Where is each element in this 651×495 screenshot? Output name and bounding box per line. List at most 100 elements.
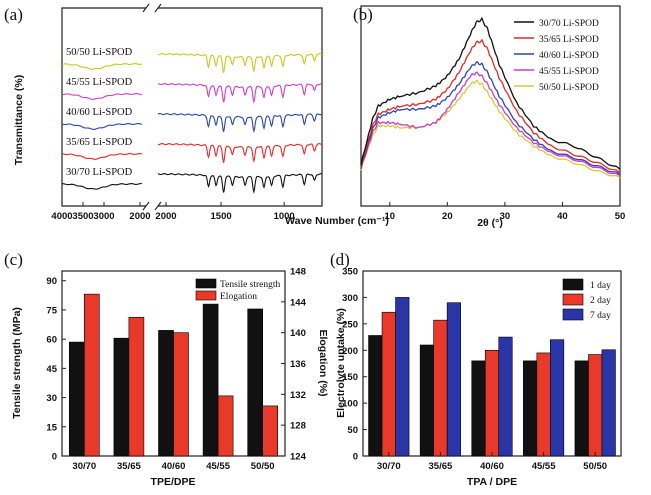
- panel-c-legend-label: Tensile strength: [220, 280, 281, 290]
- panel-c-y2-tick-label: 148: [290, 267, 306, 278]
- panel-d-y-tick-label: 0: [353, 452, 358, 463]
- panel-a-x-tick-label: 3000: [93, 211, 114, 222]
- panel-d-bar-7-day: [601, 349, 616, 457]
- panel-c-x-tick-label: 45/55: [206, 461, 230, 472]
- panel-d-y-ticks: 0 50 100 150 200 250 300 350: [342, 267, 367, 463]
- panel-b-legend-label: 45/55 Li-SPOD: [539, 67, 599, 77]
- panel-d-legend-label: 2 day: [590, 296, 611, 306]
- panel-b-x-tick-label: 50: [615, 211, 626, 222]
- panel-c-x-tick-label: 40/60: [162, 461, 186, 472]
- panel-c-bar-tensile: [113, 337, 130, 457]
- panel-d-legend-swatch: [562, 308, 584, 321]
- panel-c-legend-swatch: [195, 278, 217, 289]
- panel-d-legend-swatch: [562, 293, 584, 306]
- panel-d-x-tick-label: 35/65: [429, 461, 453, 472]
- panel-b-legend-label: 50/50 Li-SPOD: [539, 83, 599, 93]
- panel-c-y2-tick-label: 132: [290, 390, 306, 401]
- panel-d-x-ticks: 30/70 35/65 40/60 45/55 50/50: [377, 452, 607, 472]
- panel-d-bar-2-day: [588, 354, 603, 457]
- panel-a-axis-break-mark: [154, 201, 162, 211]
- panel-c-bar-elongation: [217, 395, 234, 457]
- panel-d-bar-7-day: [498, 336, 513, 457]
- panel-c-y-tick-label: 30: [46, 393, 57, 404]
- panel-c-y2-tick-label: 124: [290, 452, 307, 463]
- panel-d-legend-swatch: [562, 278, 584, 291]
- panel-b: (b) 10 20 30 40 50 30/70 Li-SPOD 35/65 Li-SPO…: [353, 5, 625, 229]
- panel-d-bar-7-day: [395, 297, 410, 457]
- panel-c-legend-swatch: [195, 290, 217, 301]
- panel-a-x-tick-label: 2000: [155, 211, 176, 222]
- panel-d-xlabel: TPA / DPE: [467, 476, 517, 488]
- panel-a-trace-label: 30/70 Li-SPOD: [66, 167, 133, 178]
- panel-a-letter: (a): [4, 5, 23, 24]
- panel-c-bar-tensile: [69, 341, 85, 457]
- panel-b-letter: (b): [353, 5, 373, 24]
- panel-b-x-tick-label: 40: [557, 211, 568, 222]
- panel-a-axis-break-mark: [154, 3, 162, 13]
- panel-c-y2-tick-label: 136: [290, 359, 306, 370]
- panel-c-bar-tensile: [247, 308, 263, 457]
- panel-a-x-tick-label: 1500: [211, 211, 232, 222]
- panel-c-legend: Tensile strength Elogation: [195, 278, 281, 302]
- panel-b-x-tick-label: 20: [442, 211, 453, 222]
- panel-a-trace-left: [62, 183, 142, 190]
- panel-a-trace-left: [61, 153, 142, 160]
- panel-b-legend: 30/70 Li-SPOD 35/65 Li-SPOD 40/60 Li-SPOD 4…: [514, 19, 599, 93]
- panel-c-bar-tensile: [202, 303, 219, 457]
- panel-a-axis-break-mark: [142, 201, 150, 211]
- panel-a-x-tick-label: 2000: [129, 211, 150, 222]
- panel-a-x-ticks: 4000 3500 3000 2000 2000 1500 1000: [51, 202, 295, 222]
- panel-d-y-tick-label: 50: [347, 425, 358, 436]
- panel-a-x-tick-label: 3500: [72, 211, 93, 222]
- panel-c-bar-tensile: [158, 330, 174, 457]
- panel-c-letter: (c): [4, 250, 23, 269]
- panel-c-y-tick-label: 15: [46, 422, 57, 433]
- panel-d-bar-7-day: [550, 339, 565, 457]
- panel-d-bar-2-day: [536, 352, 551, 457]
- panel-a-trace-label: 40/60 Li-SPOD: [66, 107, 133, 118]
- panel-a-trace-right: [157, 173, 323, 194]
- panel-d-y-tick-label: 200: [342, 346, 358, 357]
- panel-a-trace-left: [61, 123, 142, 130]
- panel-b-legend-label: 30/70 Li-SPOD: [539, 19, 599, 29]
- panel-b-x-ticks: 10 20 30 40 50: [384, 202, 625, 222]
- panel-c-bar-elongation: [262, 405, 279, 457]
- panel-c-y-ticks: 0 15 30 45 60 75 90: [46, 276, 66, 463]
- panel-b-x-tick-label: 10: [384, 211, 395, 222]
- panel-c-bar-elongation: [128, 316, 145, 457]
- panel-d-bar-1-day: [368, 335, 383, 457]
- panel-c-xlabel: TPE/DPE: [151, 476, 196, 488]
- panel-d-y-tick-label: 100: [342, 399, 358, 410]
- panel-d-bar-2-day: [433, 319, 448, 457]
- panel-c-legend-label: Elogation: [220, 292, 257, 302]
- panel-d-bar-1-day: [471, 360, 486, 457]
- panel-b-trace: [360, 16, 621, 170]
- panel-d-bars: [368, 297, 616, 457]
- panel-b-trace: [360, 38, 621, 174]
- panel-c-y2-ticks: 124 128 132 136 140 144 148: [281, 267, 307, 463]
- panel-c-x-tick-label: 35/65: [117, 461, 141, 472]
- panel-d-x-tick-label: 50/50: [583, 461, 607, 472]
- panel-a-trace-label: 45/55 Li-SPOD: [66, 77, 133, 88]
- panel-d-x-tick-label: 45/55: [532, 461, 556, 472]
- panel-d-bar-1-day: [523, 360, 538, 457]
- panel-a-traces: [61, 53, 323, 194]
- panel-b-trace: [360, 71, 621, 177]
- panel-d-y-tick-label: 150: [342, 372, 358, 383]
- panel-c-y-tick-label: 75: [46, 305, 57, 316]
- panel-d-letter: (d): [330, 250, 350, 269]
- panel-c-bars: [69, 293, 279, 457]
- panel-c-bar-elongation: [173, 332, 189, 457]
- panel-c-y-tick-label: 0: [52, 452, 57, 463]
- panel-d: (d) 0 50 100 150 200 250 300 350 30/70 35/65 40/6…: [330, 250, 622, 488]
- panel-c-y-tick-label: 60: [46, 335, 57, 346]
- panel-d-y-tick-label: 250: [342, 319, 358, 330]
- panel-a-trace-right: [157, 53, 323, 74]
- panel-b-trace: [360, 61, 621, 175]
- panel-b-legend-label: 40/60 Li-SPOD: [539, 51, 599, 61]
- panel-a-trace-label: 50/50 Li-SPOD: [66, 47, 133, 58]
- panel-c-y2-tick-label: 128: [290, 421, 306, 432]
- panel-b-xlabel: 2θ (°): [477, 217, 503, 229]
- panel-c-bar-elongation: [84, 293, 100, 457]
